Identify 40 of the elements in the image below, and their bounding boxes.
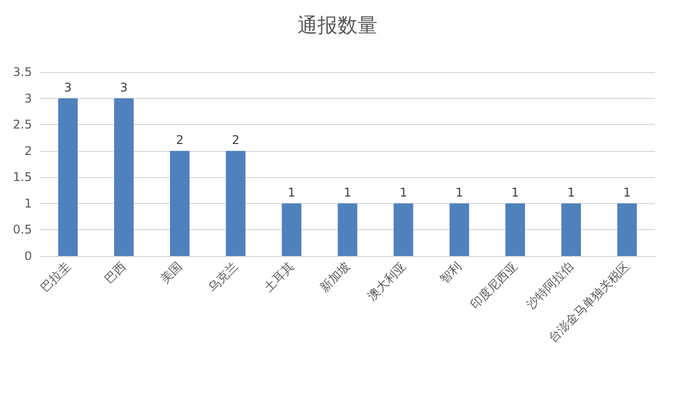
bar bbox=[58, 98, 78, 256]
data-label: 1 bbox=[288, 185, 296, 200]
data-label: 3 bbox=[120, 80, 128, 94]
y-tick-label: 0 bbox=[24, 249, 32, 263]
x-tick-label: 印度尼西亚 bbox=[468, 259, 520, 312]
bar bbox=[170, 150, 190, 256]
x-tick-label: 新加坡 bbox=[317, 259, 352, 294]
bar bbox=[505, 203, 526, 256]
data-label: 2 bbox=[176, 132, 184, 147]
data-label: 1 bbox=[567, 185, 575, 200]
bar bbox=[617, 203, 637, 256]
bar bbox=[394, 203, 414, 256]
bar bbox=[114, 98, 134, 256]
x-tick-label: 智利 bbox=[437, 259, 464, 286]
data-label: 1 bbox=[623, 185, 631, 200]
y-tick-label: 3 bbox=[24, 91, 32, 106]
bar bbox=[282, 203, 302, 256]
data-label: 2 bbox=[232, 132, 240, 147]
data-label: 1 bbox=[456, 185, 464, 200]
y-tick-label: 2.5 bbox=[12, 118, 32, 132]
y-tick-label: 3.5 bbox=[12, 65, 32, 79]
bar bbox=[450, 203, 470, 256]
data-label: 1 bbox=[344, 185, 352, 200]
y-tick-label: 2 bbox=[24, 144, 32, 158]
bar bbox=[226, 150, 246, 256]
chart-title: 通报数量 bbox=[298, 13, 378, 37]
bar bbox=[561, 203, 581, 256]
data-label: 3 bbox=[64, 80, 72, 94]
x-tick-label: 乌克兰 bbox=[205, 259, 241, 294]
x-tick-label: 巴拉圭 bbox=[38, 259, 73, 294]
x-tick-label: 美国 bbox=[158, 259, 185, 286]
y-tick-label: 0.5 bbox=[12, 222, 32, 237]
x-tick-label: 土耳其 bbox=[261, 259, 297, 294]
x-tick-label: 澳大利亚 bbox=[364, 259, 408, 303]
x-tick-label: 巴西 bbox=[102, 259, 129, 286]
data-label: 1 bbox=[511, 185, 520, 200]
y-tick-label: 1 bbox=[24, 196, 32, 210]
y-tick-label: 1.5 bbox=[12, 170, 32, 184]
bar bbox=[338, 203, 358, 256]
data-label: 1 bbox=[400, 185, 408, 200]
